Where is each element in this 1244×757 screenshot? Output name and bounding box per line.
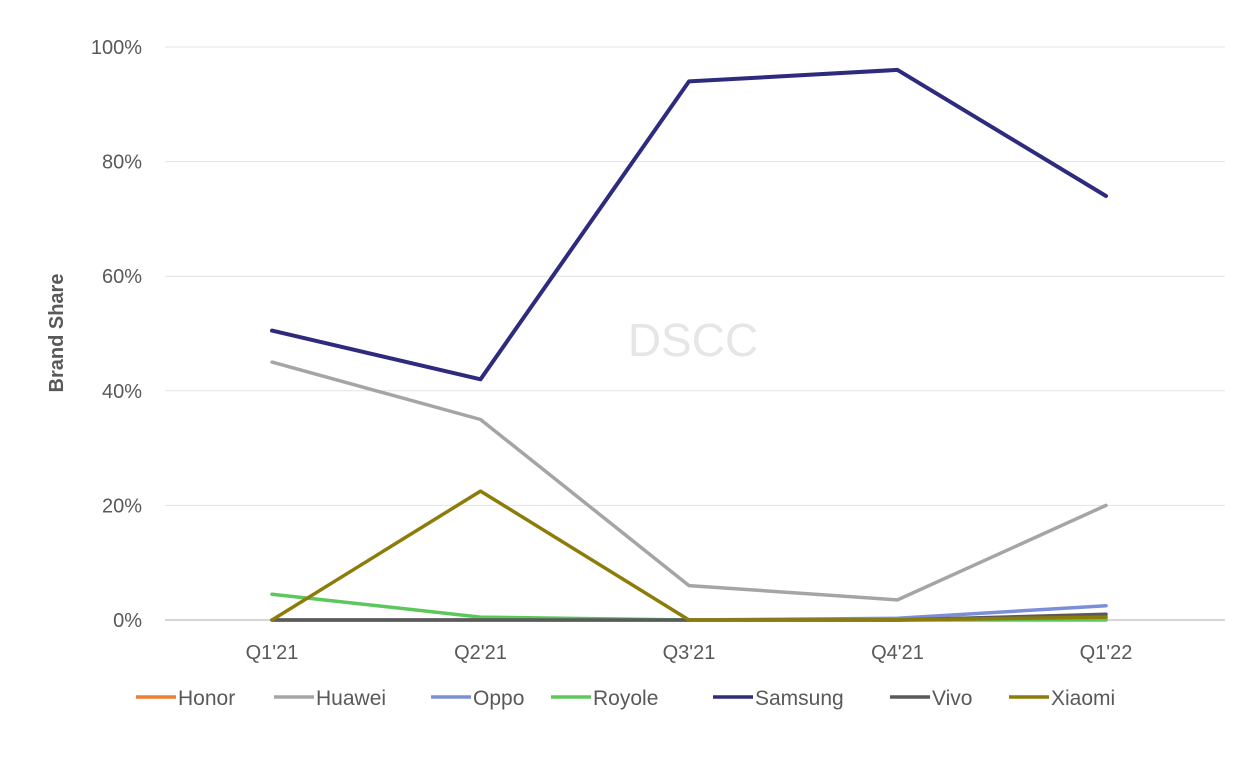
x-tick-label: Q3'21: [663, 642, 716, 664]
y-axis-label: Brand Share: [46, 274, 68, 393]
watermark-text: DSCC: [628, 314, 758, 366]
series-lines: [270, 67, 1108, 622]
series-line-samsung: [270, 67, 1108, 382]
series-line-xiaomi: [270, 489, 1108, 622]
x-tick-label: Q2'21: [454, 642, 507, 664]
legend-label: Huawei: [316, 687, 386, 710]
legend-label: Royole: [593, 687, 658, 710]
legend-label: Vivo: [932, 687, 972, 710]
y-tick-label: 100%: [91, 37, 142, 59]
y-tick-label: 0%: [113, 610, 142, 632]
legend-label: Samsung: [755, 687, 844, 710]
legend-label: Honor: [178, 687, 235, 710]
series-line-huawei: [270, 360, 1108, 602]
x-tick-label: Q1'22: [1080, 642, 1133, 664]
y-tick-label: 40%: [102, 381, 142, 403]
legend-label: Xiaomi: [1051, 687, 1115, 710]
legend-label: Oppo: [473, 687, 524, 710]
x-tick-label: Q1'21: [246, 642, 299, 664]
x-tick-label: Q4'21: [871, 642, 924, 664]
y-axis-ticks: 0% 20% 40% 60% 80% 100%: [91, 37, 142, 632]
legend: Honor Huawei Oppo Royole Samsung Vivo Xiaomi: [136, 687, 1115, 710]
x-axis-ticks: Q1'21 Q2'21 Q3'21 Q4'21 Q1'22: [246, 642, 1133, 664]
y-tick-label: 20%: [102, 495, 142, 517]
y-tick-label: 80%: [102, 152, 142, 174]
y-tick-label: 60%: [102, 266, 142, 288]
